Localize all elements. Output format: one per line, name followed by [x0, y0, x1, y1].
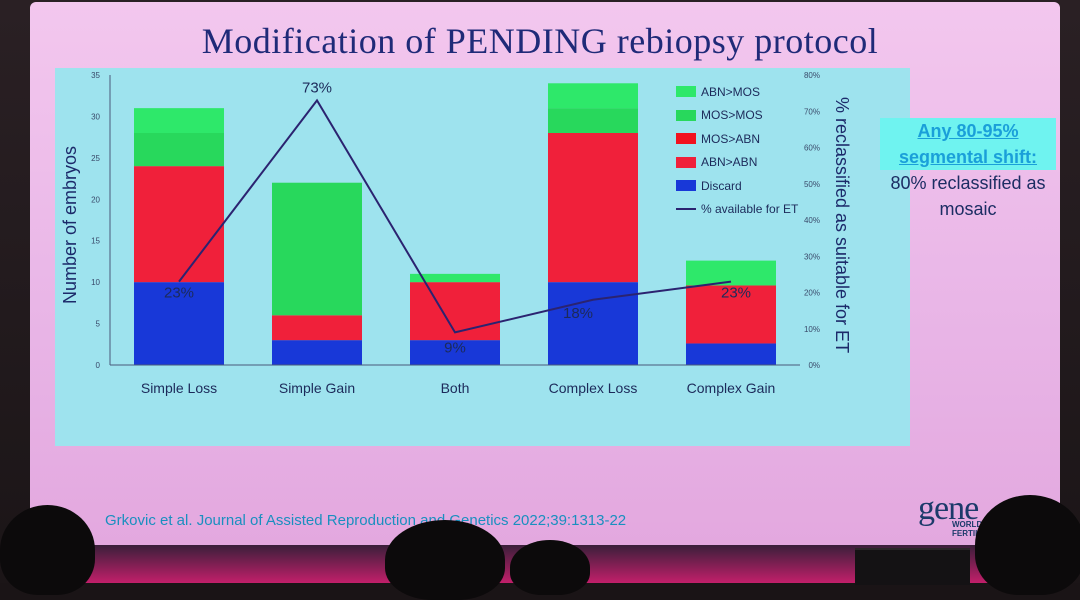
bar-segment-abn-abn [272, 315, 362, 341]
legend-label: ABN>MOS [701, 84, 761, 99]
bar-segment-mos-mos [272, 182, 362, 316]
x-tick-label: Complex Loss [549, 380, 638, 396]
logo-subtext-1: WORLD [952, 520, 983, 529]
logo-subtext-2: FERTILI [952, 529, 983, 538]
bar-segment-discard [272, 340, 362, 365]
x-tick-label: Simple Loss [141, 380, 217, 396]
y2-tick-label: 10% [804, 325, 820, 334]
bar-segment-discard [410, 340, 500, 365]
legend-label: MOS>MOS [701, 108, 763, 123]
legend-label: MOS>ABN [701, 131, 761, 146]
y2-tick-label: 0% [808, 361, 820, 370]
stage-monitor [855, 548, 970, 585]
y-tick-label: 25 [91, 154, 100, 163]
line-data-label: 23% [721, 285, 751, 302]
logo: gene WORLD FERTILI [918, 492, 1008, 540]
line-data-label: 23% [164, 285, 194, 302]
stacked-bar-chart: Number of embryos % reclassified as suit… [60, 71, 852, 396]
x-tick-label: Complex Gain [687, 380, 776, 396]
bar-segment-mos-mos [548, 108, 638, 133]
bar-segment-abn-mos [548, 83, 638, 109]
y2-tick-label: 30% [804, 252, 820, 261]
line-data-label: 73% [302, 79, 332, 96]
legend-swatch-discard [676, 180, 696, 192]
bar-segment-abn-abn [134, 166, 224, 283]
legend-item-discard: Discard [676, 174, 826, 198]
y-tick-label: 5 [96, 320, 101, 329]
legend-swatch-abn-mos [676, 86, 696, 98]
bar-segment-discard [686, 343, 776, 365]
bar-segment-abn-mos [686, 260, 776, 286]
y2-tick-label: 20% [804, 289, 820, 298]
audience-head [510, 540, 590, 595]
bar-segment-discard [548, 282, 638, 365]
line-data-label: 9% [444, 339, 466, 356]
side-note: Any 80-95% segmental shift: 80% reclassi… [880, 118, 1056, 222]
legend-item-abn-mos: ABN>MOS [676, 80, 826, 104]
line-data-label: 18% [563, 305, 593, 322]
bar-segment-discard [134, 282, 224, 365]
y-tick-label: 20 [91, 195, 100, 204]
y2-tick-label: 80% [804, 71, 820, 80]
x-tick-label: Simple Gain [279, 380, 355, 396]
y2-axis-title: % reclassified as suitable for ET [832, 97, 852, 353]
y-axis-title: Number of embryos [60, 146, 80, 304]
legend-label: ABN>ABN [701, 155, 758, 170]
audience-head [975, 495, 1080, 595]
legend-line-available [676, 208, 696, 211]
bar-segment-abn-abn [548, 133, 638, 283]
bar-segment-mos-mos [134, 133, 224, 167]
axes-group: 0 5 10 15 20 25 30 35 0% 10% 20% 30% 40% 50% 60% 70% 80%… [91, 71, 820, 396]
logo-text: gene [918, 490, 979, 527]
side-note-highlight-1: Any 80-95% [880, 118, 1056, 144]
line-series-group: 23% 73% 9% 18% 23% [164, 79, 751, 356]
legend-swatch-abn-abn [676, 156, 696, 168]
citation: Grkovic et al. Journal of Assisted Repro… [105, 512, 627, 529]
audience-head [0, 505, 95, 595]
legend-label: % available for ET [701, 202, 799, 217]
line-available-for-et [178, 98, 732, 334]
side-note-text: 80% reclassified as mosaic [890, 173, 1046, 219]
legend-item-mos-abn: MOS>ABN [676, 127, 826, 151]
y2-tick-label: 70% [804, 107, 820, 116]
side-note-highlight-2: segmental shift: [880, 144, 1056, 170]
y2-tick-label: 60% [804, 144, 820, 153]
y2-tick-label: 50% [804, 180, 820, 189]
legend-label: Discard [701, 178, 742, 193]
chart-legend: ABN>MOS MOS>MOS MOS>ABN ABN>ABN Discard … [676, 80, 826, 221]
y-tick-label: 0 [96, 361, 101, 370]
y-tick-label: 15 [91, 237, 100, 246]
bar-segment-abn-mos [410, 273, 500, 283]
bar-segment-abn-mos [134, 108, 224, 133]
slide-title: Modification of PENDING rebiopsy protoco… [201, 21, 879, 61]
legend-swatch-mos-abn [676, 133, 696, 145]
y-tick-label: 10 [91, 278, 100, 287]
audience-head [385, 520, 505, 600]
legend-swatch-mos-mos [676, 109, 696, 121]
bar-segment-abn-abn [686, 285, 776, 344]
legend-item-abn-abn: ABN>ABN [676, 151, 826, 175]
y-tick-label: 30 [91, 112, 100, 121]
legend-item-available: % available for ET [676, 198, 826, 222]
y-tick-label: 35 [91, 71, 100, 80]
y2-tick-label: 40% [804, 216, 820, 225]
x-tick-label: Both [441, 380, 470, 396]
legend-item-mos-mos: MOS>MOS [676, 104, 826, 128]
logo-subtext: WORLD FERTILI [952, 520, 982, 538]
